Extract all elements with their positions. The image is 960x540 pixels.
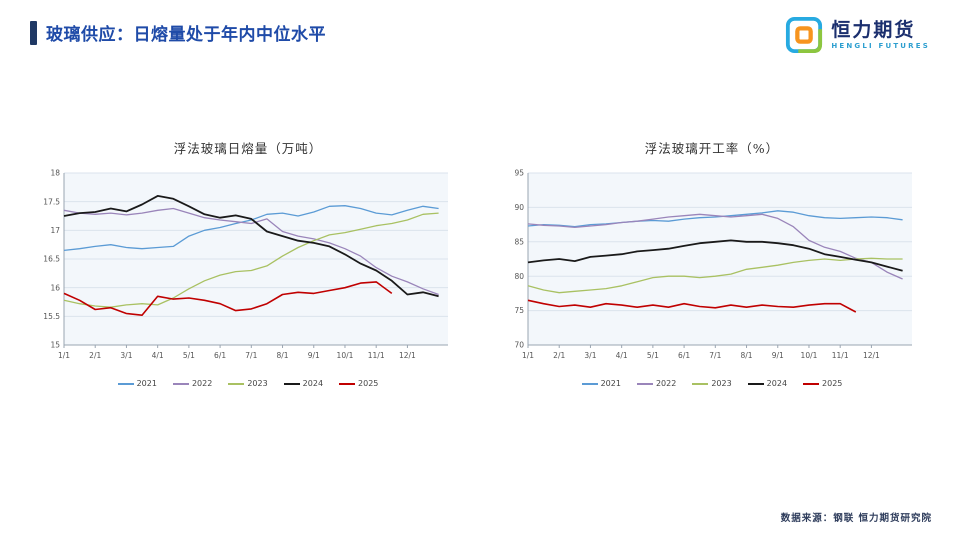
svg-text:5/1: 5/1 xyxy=(647,351,659,360)
slide-header: 玻璃供应：日熔量处于年内中位水平 xyxy=(30,20,326,45)
logo-text: 恒力期货 HENGLI FUTURES xyxy=(831,18,930,51)
logo-name-cn: 恒力期货 xyxy=(831,18,916,41)
legend-item-2023: 2023 xyxy=(692,379,732,388)
series-line-2022 xyxy=(527,213,903,280)
legend-item-2023: 2023 xyxy=(228,379,268,388)
legend-label: 2021 xyxy=(136,379,157,388)
svg-text:7/1: 7/1 xyxy=(245,351,257,360)
svg-text:11/1: 11/1 xyxy=(368,351,385,360)
legend-swatch xyxy=(747,382,764,385)
svg-text:80: 80 xyxy=(514,272,524,281)
svg-text:8/1: 8/1 xyxy=(740,351,752,360)
svg-text:17.5: 17.5 xyxy=(43,197,60,206)
legend-label: 2025 xyxy=(358,379,379,388)
series-line-2023 xyxy=(527,257,903,294)
legend-label: 2023 xyxy=(247,379,268,388)
svg-text:5/1: 5/1 xyxy=(183,351,195,360)
svg-text:15.5: 15.5 xyxy=(43,312,60,321)
legend-swatch xyxy=(581,382,598,385)
svg-text:95: 95 xyxy=(514,169,524,178)
legend-swatch xyxy=(636,382,653,385)
legend-swatch xyxy=(339,382,356,385)
svg-text:12/1: 12/1 xyxy=(399,351,416,360)
series-line-2024 xyxy=(63,194,439,298)
svg-text:1/1: 1/1 xyxy=(522,351,534,360)
series-line-2021 xyxy=(527,210,903,228)
svg-text:10/1: 10/1 xyxy=(801,351,818,360)
svg-text:10/1: 10/1 xyxy=(337,351,354,360)
svg-text:8/1: 8/1 xyxy=(276,351,288,360)
svg-text:3/1: 3/1 xyxy=(584,351,596,360)
svg-text:4/1: 4/1 xyxy=(616,351,628,360)
legend-label: 2023 xyxy=(711,379,732,388)
logo-name-en: HENGLI FUTURES xyxy=(831,41,930,50)
svg-text:16: 16 xyxy=(50,283,60,292)
legend-item-2024: 2024 xyxy=(283,379,324,388)
chart-title-daily-melting: 浮法玻璃日熔量（万吨） xyxy=(173,141,323,156)
legend-label: 2024 xyxy=(766,379,788,388)
chart-card-operating-rate: 浮法玻璃开工率（%） 70 75 80 85 90 95 1/1 2/1 3/1 4/1 5/1 6/… xyxy=(498,138,926,388)
charts-row: 浮法玻璃日熔量（万吨） 15 15.5 16 16.5 17 17.5 18 1/1 2/1 3/… xyxy=(0,138,960,388)
svg-text:75: 75 xyxy=(514,306,524,315)
legend-label: 2022 xyxy=(655,379,677,388)
legend-swatch xyxy=(172,382,189,385)
svg-text:1/1: 1/1 xyxy=(58,351,70,360)
legend-swatch xyxy=(692,382,709,385)
legend-item-2025: 2025 xyxy=(339,379,378,388)
hengli-logo-icon xyxy=(786,16,823,54)
svg-text:17: 17 xyxy=(50,226,60,235)
chart-legend-operating-rate: 2021 2022 2023 2024 2025 xyxy=(498,379,926,388)
svg-text:12/1: 12/1 xyxy=(863,351,880,360)
svg-text:6/1: 6/1 xyxy=(678,351,690,360)
legend-item-2025: 2025 xyxy=(803,379,842,388)
legend-swatch xyxy=(803,382,820,385)
company-logo: 恒力期货 HENGLI FUTURES xyxy=(785,16,930,54)
legend-label: 2024 xyxy=(302,379,324,388)
svg-text:90: 90 xyxy=(514,203,524,212)
svg-text:70: 70 xyxy=(514,341,524,350)
svg-text:11/1: 11/1 xyxy=(832,351,849,360)
legend-swatch xyxy=(117,382,134,385)
series-line-2025 xyxy=(63,281,393,316)
chart-canvas-daily-melting: 15 15.5 16 16.5 17 17.5 18 1/1 2/1 3/1 4/1 5/1 6/1 7/… xyxy=(34,167,462,369)
svg-text:6/1: 6/1 xyxy=(214,351,226,360)
svg-text:2/1: 2/1 xyxy=(89,351,101,360)
legend-label: 2022 xyxy=(191,379,213,388)
chart-legend-daily-melting: 2021 2022 2023 2024 2025 xyxy=(34,379,462,388)
legend-item-2021: 2021 xyxy=(581,379,621,388)
series-line-2023 xyxy=(63,212,439,308)
svg-text:3/1: 3/1 xyxy=(120,351,132,360)
svg-text:18: 18 xyxy=(50,169,60,178)
legend-item-2021: 2021 xyxy=(117,379,157,388)
series-line-2022 xyxy=(63,207,439,296)
svg-text:85: 85 xyxy=(514,237,524,246)
chart-card-daily-melting: 浮法玻璃日熔量（万吨） 15 15.5 16 16.5 17 17.5 18 1/1 2/1 3/… xyxy=(34,138,462,388)
legend-swatch xyxy=(228,382,245,385)
svg-text:9/1: 9/1 xyxy=(772,351,784,360)
data-source-note: 数据来源：钢联 恒力期货研究院 xyxy=(780,513,932,524)
chart-title-operating-rate: 浮法玻璃开工率（%） xyxy=(644,141,780,156)
page-title: 玻璃供应：日熔量处于年内中位水平 xyxy=(46,25,326,45)
legend-item-2022: 2022 xyxy=(636,379,677,388)
svg-text:15: 15 xyxy=(50,341,60,350)
series-line-2025 xyxy=(527,299,857,313)
title-accent-bar xyxy=(30,20,37,45)
svg-text:9/1: 9/1 xyxy=(308,351,320,360)
svg-text:16.5: 16.5 xyxy=(43,255,60,264)
legend-item-2024: 2024 xyxy=(747,379,788,388)
svg-text:7/1: 7/1 xyxy=(709,351,721,360)
legend-swatch xyxy=(283,382,300,385)
legend-label: 2021 xyxy=(600,379,621,388)
svg-text:4/1: 4/1 xyxy=(152,351,164,360)
series-line-2024 xyxy=(527,239,903,272)
legend-label: 2025 xyxy=(822,379,843,388)
chart-canvas-operating-rate: 70 75 80 85 90 95 1/1 2/1 3/1 4/1 5/1 6/1 7/1 8/1 9/1 1… xyxy=(498,167,926,369)
svg-text:2/1: 2/1 xyxy=(553,351,565,360)
legend-item-2022: 2022 xyxy=(172,379,213,388)
